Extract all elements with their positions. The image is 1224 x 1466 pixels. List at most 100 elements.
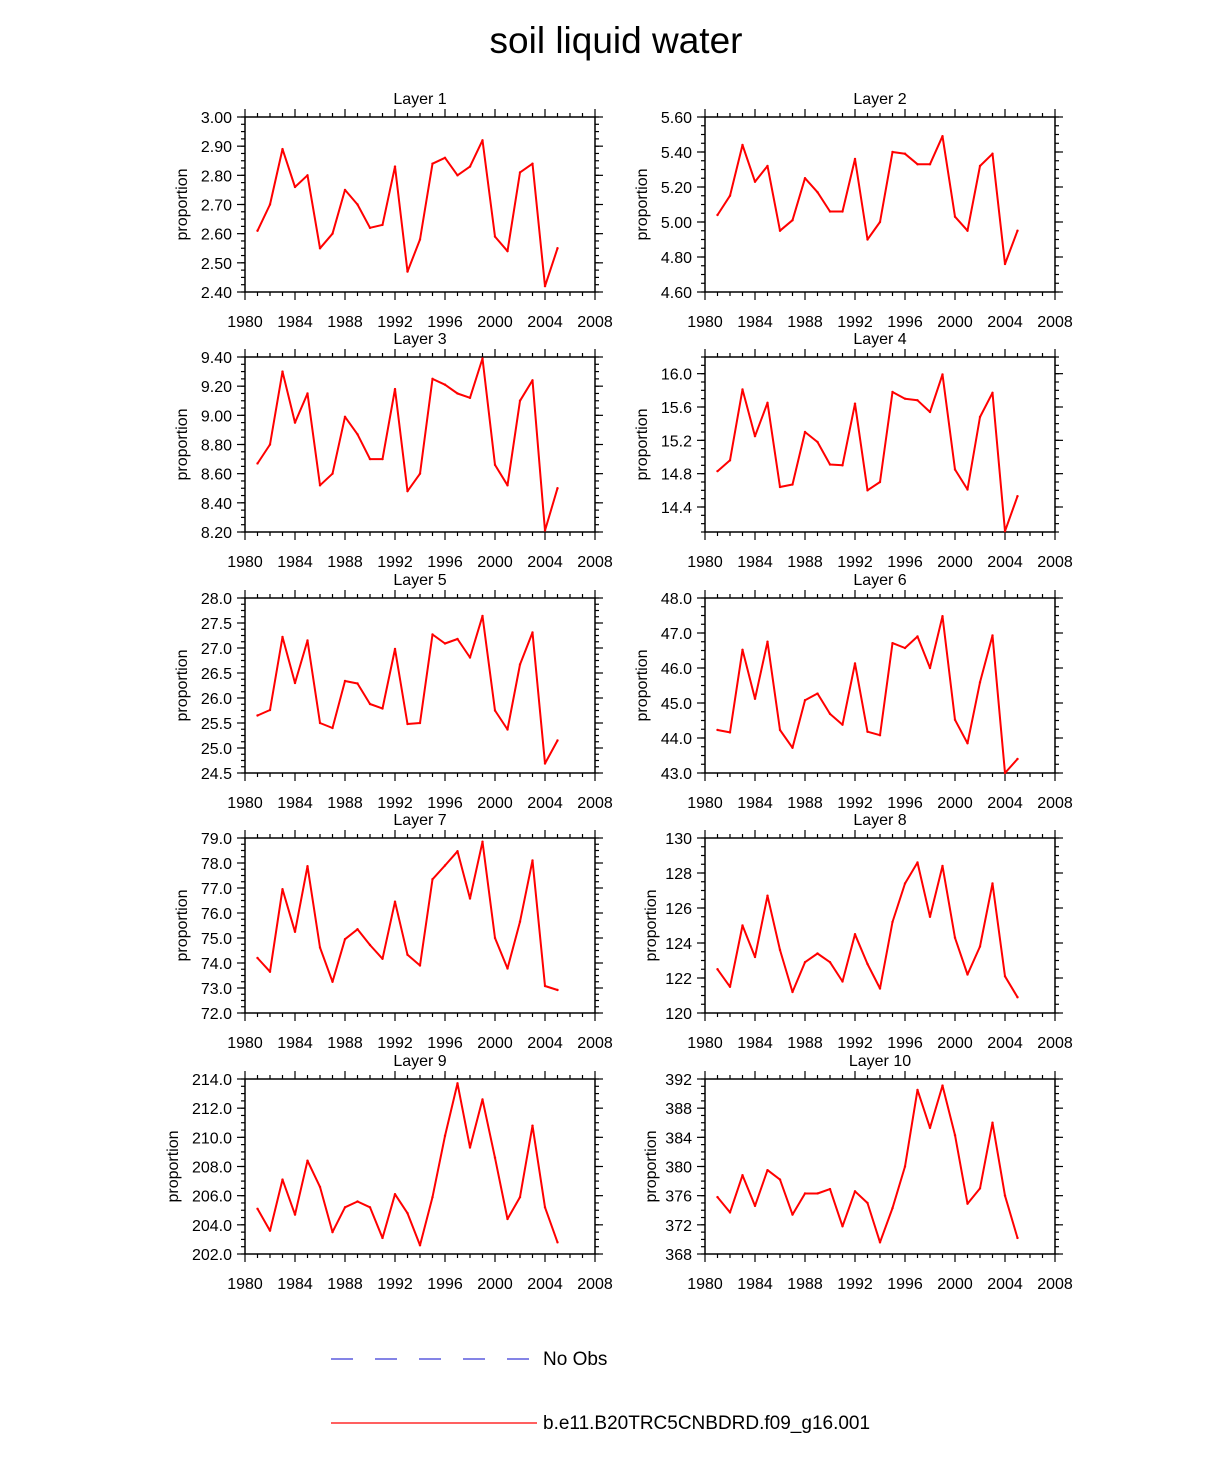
y-tick-label: 73.0 bbox=[201, 981, 232, 998]
panel-title: Layer 5 bbox=[393, 572, 446, 589]
data-point bbox=[406, 953, 409, 956]
x-tick-label: 1984 bbox=[277, 314, 313, 331]
panel-layer-9: Layer 9 1980 1984 1988 1992 1996 2000 2004 2008 2… bbox=[165, 1053, 613, 1293]
data-point bbox=[318, 247, 322, 250]
data-point bbox=[891, 920, 894, 924]
y-tick-label: 3.00 bbox=[201, 110, 232, 127]
figure-title: soil liquid water bbox=[489, 20, 743, 61]
data-point bbox=[916, 861, 919, 864]
data-point bbox=[803, 699, 807, 702]
data-point bbox=[766, 1168, 769, 1172]
y-tick-label: 5.20 bbox=[661, 180, 692, 197]
data-point bbox=[293, 421, 297, 424]
x-tick-label: 2008 bbox=[1037, 1276, 1073, 1293]
data-point bbox=[1003, 1194, 1007, 1197]
data-point bbox=[418, 472, 422, 475]
data-point bbox=[468, 897, 472, 900]
y-tick-label: 14.4 bbox=[661, 500, 692, 517]
data-point bbox=[468, 396, 472, 400]
data-point bbox=[356, 1200, 359, 1203]
x-tick-label: 2008 bbox=[577, 1035, 613, 1052]
data-point bbox=[281, 1178, 284, 1181]
data-point bbox=[306, 392, 309, 395]
panel-title: Layer 10 bbox=[849, 1053, 911, 1070]
data-point bbox=[343, 679, 347, 683]
series-line bbox=[716, 861, 1019, 998]
panel-layer-7: Layer 7 1980 1984 1988 1992 1996 2000 2004 2008 7… bbox=[174, 812, 613, 1052]
data-point bbox=[431, 377, 434, 381]
data-point bbox=[978, 945, 982, 948]
data-point bbox=[716, 728, 719, 732]
data-point bbox=[916, 1088, 919, 1092]
x-tick-label: 2000 bbox=[937, 1276, 973, 1293]
x-tick-label: 2004 bbox=[987, 1276, 1023, 1293]
y-tick-label: 78.0 bbox=[201, 856, 232, 873]
x-tick-label: 1996 bbox=[427, 1035, 463, 1052]
y-tick-label: 2.50 bbox=[201, 256, 232, 273]
data-point bbox=[741, 648, 744, 651]
data-point bbox=[331, 726, 334, 730]
data-point bbox=[368, 1206, 372, 1209]
data-point bbox=[468, 165, 472, 168]
data-point bbox=[978, 1187, 982, 1190]
x-tick-label: 1988 bbox=[327, 1276, 363, 1293]
plot-frame bbox=[704, 1078, 1056, 1255]
data-point bbox=[481, 139, 484, 142]
data-point bbox=[518, 171, 522, 174]
data-point bbox=[368, 226, 372, 230]
data-point bbox=[556, 487, 559, 490]
y-tick-label: 27.0 bbox=[201, 641, 232, 658]
data-point bbox=[791, 219, 794, 222]
data-point bbox=[406, 270, 409, 273]
data-point bbox=[281, 147, 284, 151]
data-point bbox=[903, 882, 907, 885]
data-point bbox=[543, 762, 547, 765]
data-point bbox=[903, 646, 907, 650]
y-tick-label: 25.5 bbox=[201, 716, 232, 733]
data-point bbox=[978, 164, 982, 168]
data-point bbox=[506, 249, 509, 253]
data-point bbox=[306, 1159, 309, 1162]
data-point bbox=[481, 357, 484, 360]
panel-title: Layer 3 bbox=[393, 331, 446, 348]
data-point bbox=[443, 156, 447, 160]
y-tick-label: 368 bbox=[665, 1247, 692, 1264]
x-tick-label: 2008 bbox=[577, 314, 613, 331]
data-point bbox=[531, 859, 534, 862]
x-tick-label: 1980 bbox=[227, 795, 263, 812]
data-point bbox=[728, 459, 732, 462]
y-axis-label: proportion bbox=[643, 1130, 660, 1202]
data-point bbox=[306, 174, 309, 177]
y-tick-label: 28.0 bbox=[201, 591, 232, 608]
y-tick-label: 380 bbox=[665, 1160, 692, 1177]
y-axis-label: proportion bbox=[643, 889, 660, 961]
x-tick-label: 2004 bbox=[527, 554, 563, 571]
y-tick-label: 206.0 bbox=[192, 1189, 232, 1206]
x-tick-label: 1988 bbox=[787, 1035, 823, 1052]
data-point bbox=[456, 174, 459, 177]
legend-label-model: b.e11.B20TRC5CNBDRD.f09_g16.001 bbox=[543, 1413, 871, 1434]
y-tick-label: 14.8 bbox=[661, 467, 692, 484]
series-line bbox=[257, 615, 559, 765]
panel-title: Layer 9 bbox=[393, 1053, 446, 1070]
data-point bbox=[456, 850, 459, 853]
y-tick-label: 210.0 bbox=[192, 1130, 232, 1147]
data-point bbox=[331, 1230, 334, 1234]
data-point bbox=[953, 1133, 957, 1137]
data-point bbox=[318, 484, 322, 487]
data-point bbox=[443, 383, 447, 386]
y-tick-label: 75.0 bbox=[201, 931, 232, 948]
data-point bbox=[828, 210, 832, 213]
y-axis-label: proportion bbox=[174, 408, 191, 480]
y-tick-label: 372 bbox=[665, 1218, 692, 1235]
x-tick-label: 1996 bbox=[887, 554, 923, 571]
x-tick-label: 1992 bbox=[377, 795, 413, 812]
data-point bbox=[456, 637, 459, 641]
data-point bbox=[1003, 975, 1007, 978]
y-axis-label: proportion bbox=[634, 408, 651, 480]
data-point bbox=[741, 143, 744, 147]
data-point bbox=[418, 964, 422, 967]
data-point bbox=[293, 930, 297, 933]
data-point bbox=[891, 641, 894, 645]
x-tick-label: 2004 bbox=[987, 314, 1023, 331]
